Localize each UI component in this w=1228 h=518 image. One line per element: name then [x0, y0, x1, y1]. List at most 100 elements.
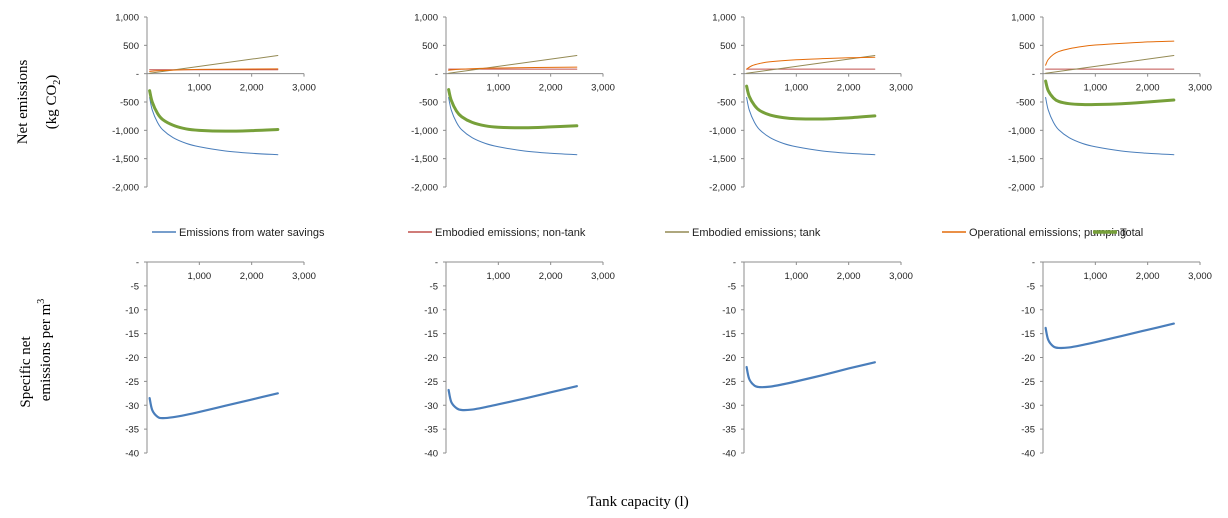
series-line-total — [148, 89, 280, 133]
y-tick-label: -20 — [722, 353, 736, 364]
x-tick-label: 1,000 — [187, 83, 211, 94]
y-tick-label: -25 — [125, 377, 139, 388]
series-line-emissions-from-water-savings — [149, 96, 279, 156]
y-label-bottom-2: emissions per m3 — [36, 299, 54, 402]
y-tick-label: - — [136, 69, 139, 80]
y-tick-label: -35 — [1021, 425, 1035, 436]
y-label-top-line1: Net emissions — [15, 60, 31, 145]
y-tick-label: -1,000 — [709, 126, 736, 137]
y-label-top: Net emissions — [15, 60, 31, 145]
y-tick-label: -30 — [1021, 401, 1035, 412]
y-tick-label: -15 — [1021, 329, 1035, 340]
series-line-total — [745, 84, 877, 121]
chart-bottom-2: - -5 -10 -15 -20 -25 -30 -35 -40 1,000 2,000 3,000 — [424, 258, 615, 460]
x-tick-label: 2,000 — [1136, 83, 1160, 94]
y-tick-label: -40 — [722, 449, 736, 460]
y-tick-label: -20 — [125, 353, 139, 364]
y-label-bottom: Specific net — [18, 336, 34, 408]
y-tick-label: -1,500 — [112, 154, 139, 165]
y-tick-label: -500 — [419, 98, 438, 109]
y-tick-label: -1,500 — [709, 154, 736, 165]
y-tick-label: -500 — [1016, 98, 1035, 109]
y-tick-label: 500 — [720, 41, 736, 52]
chart-top-3: 1,000 500 - -500 -1,000 -1,500 -2,000 1,000 2,00… — [709, 13, 913, 194]
series-line-embodied-emissions-tank — [149, 55, 279, 74]
y-tick-label: -1,500 — [411, 154, 438, 165]
y-tick-label: -35 — [722, 425, 736, 436]
y-tick-label: -35 — [125, 425, 139, 436]
y-tick-label: -2,000 — [112, 183, 139, 194]
x-tick-label: 3,000 — [889, 271, 913, 282]
y-tick-label: -1,000 — [411, 126, 438, 137]
y-tick-label: -1,000 — [1008, 126, 1035, 137]
y-tick-label: -25 — [1021, 377, 1035, 388]
y-tick-label: -15 — [424, 329, 438, 340]
x-tick-label: 2,000 — [539, 83, 563, 94]
y-tick-label: -500 — [717, 98, 736, 109]
x-tick-label: 1,000 — [784, 271, 808, 282]
x-tick-label: 2,000 — [1136, 271, 1160, 282]
chart-top-2: 1,000 500 - -500 -1,000 -1,500 -2,000 1,000 2,00… — [411, 13, 615, 194]
y-tick-label: -40 — [424, 449, 438, 460]
y-tick-label: -10 — [722, 305, 736, 316]
legend-label: Emissions from water savings — [179, 227, 325, 239]
series-line-operational-emissions-pumping — [149, 68, 279, 72]
y-tick-label: -10 — [424, 305, 438, 316]
y-tick-label: -40 — [125, 449, 139, 460]
y-tick-label: -5 — [131, 281, 139, 292]
y-tick-label: 1,000 — [115, 13, 139, 24]
x-tick-label: 1,000 — [1083, 271, 1107, 282]
y-tick-label: - — [1032, 69, 1035, 80]
y-tick-label: -2,000 — [709, 183, 736, 194]
chart-bottom-3: - -5 -10 -15 -20 -25 -30 -35 -40 1,000 2,000 3,000 — [722, 258, 913, 460]
series-line-operational-emissions-pumping — [448, 66, 578, 71]
legend-label: Total — [1120, 227, 1143, 239]
y-tick-label: -10 — [125, 305, 139, 316]
y-tick-label: -30 — [722, 401, 736, 412]
series-line-total — [447, 88, 579, 130]
x-tick-label: 2,000 — [240, 271, 264, 282]
y-tick-label: -25 — [424, 377, 438, 388]
y-tick-label: - — [1032, 258, 1035, 269]
series-line-series — [447, 385, 578, 412]
x-tick-label: 2,000 — [539, 271, 563, 282]
y-tick-label: -2,000 — [411, 183, 438, 194]
chart-bottom-4: - -5 -10 -15 -20 -25 -30 -35 -40 1,000 2,000 3,000 — [1021, 258, 1212, 460]
y-tick-label: -500 — [120, 98, 139, 109]
chart-top-1: 1,000 500 - -500 -1,000 -1,500 -2,000 1,000 2,00… — [112, 13, 316, 194]
y-tick-label: -20 — [1021, 353, 1035, 364]
x-tick-label: 2,000 — [837, 271, 861, 282]
y-label-top-2: (kg CO2) — [44, 75, 63, 130]
series-line-emissions-from-water-savings — [448, 96, 578, 156]
series-line-operational-emissions-pumping — [746, 56, 876, 70]
y-tick-label: -5 — [430, 281, 438, 292]
x-tick-label: 3,000 — [1188, 271, 1212, 282]
y-tick-label: -40 — [1021, 449, 1035, 460]
series-line-series — [148, 392, 279, 420]
x-tick-label: 1,000 — [1083, 83, 1107, 94]
x-label: Tank capacity (l) — [587, 494, 688, 510]
y-label-bottom-line2-sup: 3 — [36, 299, 47, 304]
series-line-operational-emissions-pumping — [1045, 40, 1175, 66]
y-tick-label: 1,000 — [414, 13, 438, 24]
y-label-bottom-line1: Specific net — [18, 336, 34, 408]
x-tick-label: 3,000 — [591, 83, 615, 94]
y-tick-label: -5 — [728, 281, 736, 292]
y-tick-label: -2,000 — [1008, 183, 1035, 194]
legend-label: Embodied emissions; non-tank — [435, 227, 586, 239]
y-tick-label: -20 — [424, 353, 438, 364]
y-tick-label: - — [733, 69, 736, 80]
y-tick-label: -30 — [125, 401, 139, 412]
y-tick-label: -1,500 — [1008, 154, 1035, 165]
x-tick-label: 1,000 — [784, 83, 808, 94]
series-line-emissions-from-water-savings — [1045, 96, 1175, 156]
x-tick-label: 3,000 — [292, 271, 316, 282]
chart-top-4: 1,000 500 - -500 -1,000 -1,500 -2,000 1,000 2,00… — [1008, 13, 1212, 194]
y-tick-label: -15 — [125, 329, 139, 340]
x-tick-label: 2,000 — [240, 83, 264, 94]
y-label-top-line2: (kg CO — [44, 85, 60, 130]
y-tick-label: 1,000 — [1011, 13, 1035, 24]
y-tick-label: 500 — [1019, 41, 1035, 52]
legend-label: Embodied emissions; tank — [692, 227, 821, 239]
